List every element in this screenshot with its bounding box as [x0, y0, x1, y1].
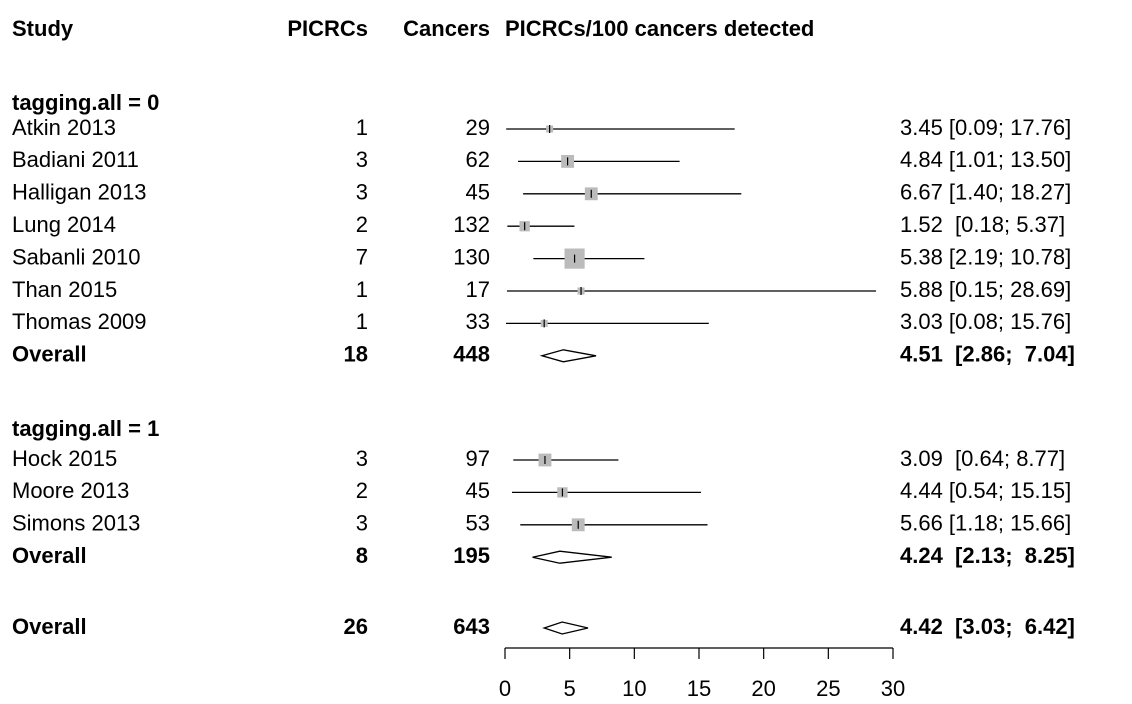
column-header: Study — [12, 16, 74, 41]
study-name: Hock 2015 — [12, 446, 117, 471]
x-tick-label: 10 — [622, 676, 646, 701]
study-name: Overall — [12, 614, 87, 639]
total: 132 — [453, 212, 490, 237]
estimate-label: 4.24 [2.13; 8.25] — [900, 543, 1075, 568]
events: 1 — [356, 309, 368, 334]
events: 1 — [356, 115, 368, 140]
study-name: Moore 2013 — [12, 478, 129, 503]
events: 8 — [356, 543, 368, 568]
total: 17 — [466, 277, 490, 302]
estimate-label: 5.66 [1.18; 15.66] — [900, 511, 1071, 536]
events: 3 — [356, 446, 368, 471]
study-name: Than 2015 — [12, 277, 117, 302]
summary-diamond — [542, 621, 589, 635]
study-name: Simons 2013 — [12, 511, 140, 536]
study-name: Overall — [12, 543, 87, 568]
summary-diamond — [532, 550, 612, 564]
group-label: tagging.all = 0 — [12, 90, 159, 115]
estimate-label: 4.51 [2.86; 7.04] — [900, 342, 1075, 367]
study-name: Atkin 2013 — [12, 115, 116, 140]
events: 1 — [356, 277, 368, 302]
total: 130 — [453, 244, 490, 269]
x-tick-label: 15 — [687, 676, 711, 701]
x-tick-label: 30 — [881, 676, 905, 701]
events: 3 — [356, 511, 368, 536]
total: 45 — [466, 478, 490, 503]
column-header: PICRCs — [287, 16, 368, 41]
estimate-label: 5.38 [2.19; 10.78] — [900, 244, 1071, 269]
estimate-label: 3.45 [0.09; 17.76] — [900, 115, 1071, 140]
total: 62 — [466, 147, 490, 172]
total: 643 — [453, 614, 490, 639]
events: 2 — [356, 212, 368, 237]
study-name: Lung 2014 — [12, 212, 116, 237]
column-header: PICRCs/100 cancers detected — [505, 16, 814, 41]
estimate-label: 1.52 [0.18; 5.37] — [900, 212, 1065, 237]
events: 7 — [356, 244, 368, 269]
x-tick-label: 5 — [564, 676, 576, 701]
study-name: Badiani 2011 — [12, 147, 139, 172]
total: 45 — [466, 180, 490, 205]
events: 2 — [356, 478, 368, 503]
total: 195 — [453, 543, 490, 568]
total: 29 — [466, 115, 490, 140]
estimate-label: 3.09 [0.64; 8.77] — [900, 446, 1065, 471]
estimate-label: 4.84 [1.01; 13.50] — [900, 147, 1071, 172]
estimate-label: 4.42 [3.03; 6.42] — [900, 614, 1075, 639]
total: 53 — [466, 511, 490, 536]
events: 3 — [356, 147, 368, 172]
events: 26 — [344, 614, 368, 639]
study-name: Thomas 2009 — [12, 309, 147, 334]
total: 97 — [466, 446, 490, 471]
summary-diamond — [539, 349, 597, 363]
x-tick-label: 0 — [499, 676, 511, 701]
estimate-label: 5.88 [0.15; 28.69] — [900, 277, 1071, 302]
total: 448 — [453, 342, 490, 367]
total: 33 — [466, 309, 490, 334]
estimate-label: 4.44 [0.54; 15.15] — [900, 478, 1071, 503]
events: 18 — [344, 342, 368, 367]
x-tick-label: 25 — [816, 676, 840, 701]
column-header: Cancers — [403, 16, 490, 41]
group-label: tagging.all = 1 — [12, 416, 159, 441]
estimate-label: 6.67 [1.40; 18.27] — [900, 180, 1071, 205]
study-name: Halligan 2013 — [12, 180, 147, 205]
events: 3 — [356, 180, 368, 205]
estimate-label: 3.03 [0.08; 15.76] — [900, 309, 1071, 334]
study-name: Sabanli 2010 — [12, 244, 140, 269]
study-name: Overall — [12, 342, 87, 367]
x-tick-label: 20 — [751, 676, 775, 701]
